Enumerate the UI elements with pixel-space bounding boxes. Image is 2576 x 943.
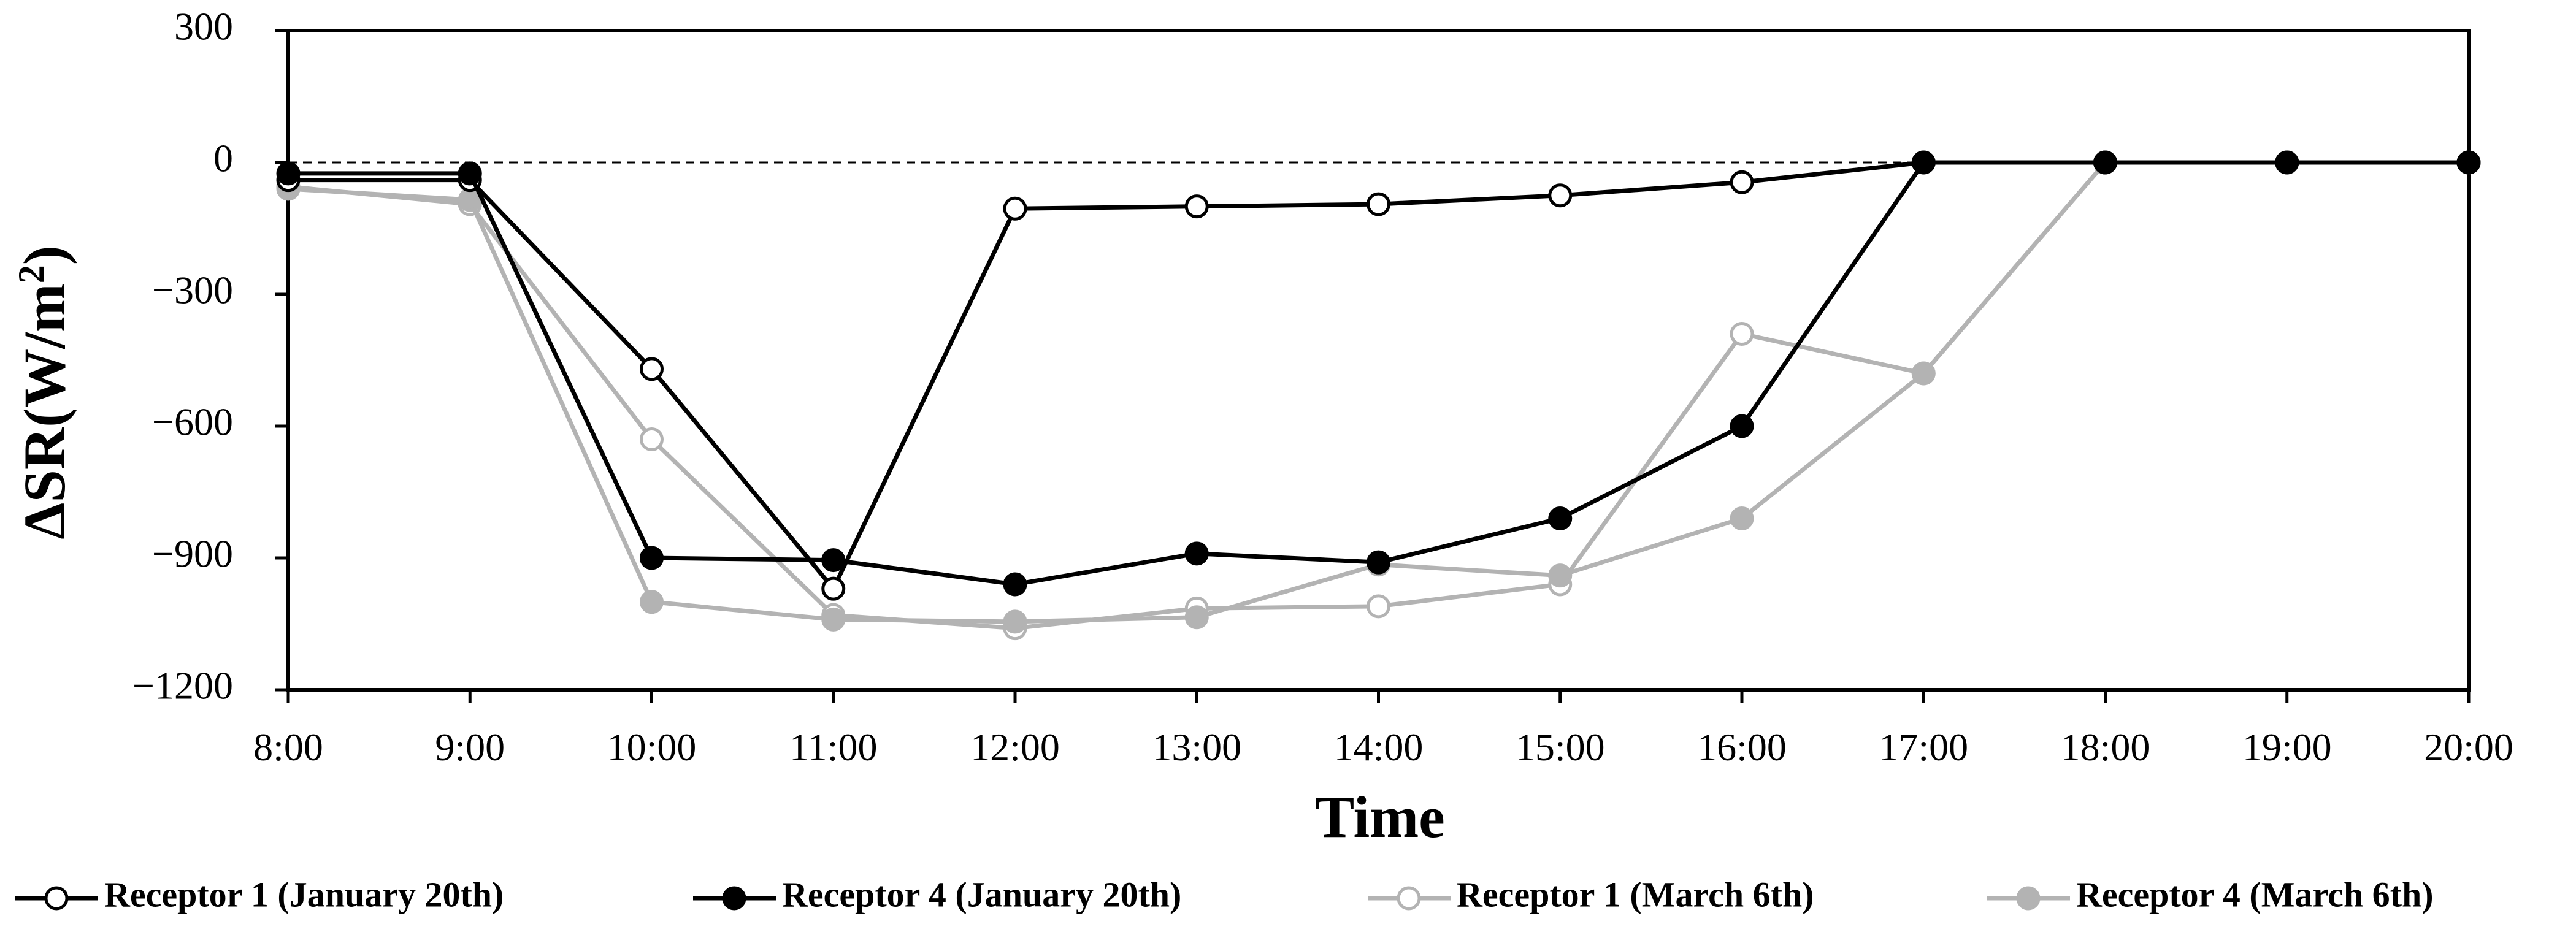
data-point xyxy=(1367,594,1390,619)
data-point xyxy=(2275,150,2299,175)
x-tick-label: 10:00 xyxy=(607,725,697,769)
data-point xyxy=(1003,609,1027,634)
legend-marker xyxy=(2016,886,2041,911)
y-tick-label: 300 xyxy=(174,5,233,48)
x-tick-label: 8:00 xyxy=(253,725,323,769)
plot-frame xyxy=(286,29,2471,692)
series-2 xyxy=(276,150,2481,597)
legend-item-1: Receptor 1 (January 20th) xyxy=(15,874,504,914)
y-tick-label: −1200 xyxy=(132,664,233,708)
legend-item-3: Receptor 1 (March 6th) xyxy=(1368,874,1814,914)
x-tick-label: 9:00 xyxy=(435,725,505,769)
data-point xyxy=(1548,563,1573,588)
x-tick-label: 17:00 xyxy=(1879,725,1968,769)
x-tick-label: 13:00 xyxy=(1152,725,1241,769)
legend-item-4: Receptor 4 (March 6th) xyxy=(1987,874,2434,914)
data-point xyxy=(1184,541,1209,566)
data-point xyxy=(276,161,301,186)
data-point xyxy=(1730,322,1754,346)
series-1 xyxy=(276,150,2481,601)
legend-label: Receptor 4 (March 6th) xyxy=(2076,874,2434,914)
x-tick-label: 18:00 xyxy=(2061,725,2150,769)
data-point xyxy=(458,161,482,186)
data-point xyxy=(1003,196,1027,221)
x-tick-label: 19:00 xyxy=(2242,725,2332,769)
x-tick-label: 20:00 xyxy=(2424,725,2513,769)
data-point xyxy=(1730,170,1754,194)
legend-marker xyxy=(1397,886,1421,911)
data-point xyxy=(1730,414,1754,438)
data-point xyxy=(1367,550,1390,575)
legend-label: Receptor 1 (January 20th) xyxy=(104,874,504,914)
y-axis-title-sup: 2 xyxy=(11,265,52,283)
data-point xyxy=(1730,506,1754,530)
svg-text:ΔSR(W/m2): ΔSR(W/m2) xyxy=(11,245,77,539)
x-axis-title: Time xyxy=(1315,784,1445,850)
data-point xyxy=(640,590,664,614)
data-point xyxy=(1548,183,1573,208)
legend-marker xyxy=(44,886,69,911)
legend-label: Receptor 4 (January 20th) xyxy=(782,874,1181,914)
x-tick-label: 11:00 xyxy=(789,725,877,769)
data-point xyxy=(1367,192,1390,216)
legend-item-2: Receptor 4 (January 20th) xyxy=(693,874,1181,914)
y-axis-title-main: ΔSR(W/m xyxy=(12,283,77,540)
legend-label: Receptor 1 (March 6th) xyxy=(1457,874,1814,914)
data-point xyxy=(640,546,664,570)
data-point xyxy=(1184,194,1209,219)
data-point xyxy=(1911,361,1936,386)
data-point xyxy=(1003,572,1027,597)
y-tick-label: −600 xyxy=(152,400,233,444)
x-tick-label: 16:00 xyxy=(1697,725,1787,769)
data-point xyxy=(2093,150,2117,175)
data-point xyxy=(1911,150,1936,175)
data-point xyxy=(821,548,846,573)
y-tick-label: −900 xyxy=(152,532,233,576)
data-point xyxy=(1548,506,1573,530)
data-point xyxy=(1184,605,1209,630)
legend: Receptor 1 (January 20th) Receptor 4 (Jan… xyxy=(15,874,2434,914)
y-tick-label: 0 xyxy=(213,137,233,180)
data-point xyxy=(640,357,664,381)
x-tick-label: 12:00 xyxy=(970,725,1060,769)
plot-area: 300 0 −300 −600 −900 −1200 8:00 9:00 10:00 11:00 1… xyxy=(132,5,2513,769)
data-point xyxy=(640,427,664,451)
data-point xyxy=(821,576,846,601)
y-axis-title-end: ) xyxy=(12,245,77,265)
data-point xyxy=(821,607,846,632)
x-tick-label: 14:00 xyxy=(1334,725,1424,769)
data-point xyxy=(2456,150,2481,175)
y-tick-label: −300 xyxy=(152,269,233,312)
y-axis-title: ΔSR(W/m2) xyxy=(11,245,77,539)
legend-marker xyxy=(722,886,746,911)
x-tick-label: 15:00 xyxy=(1516,725,1605,769)
